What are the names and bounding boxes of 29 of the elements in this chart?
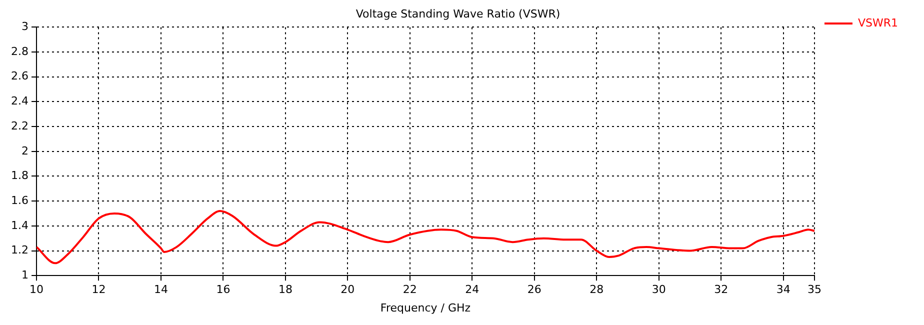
y-tick-label: 1.4 xyxy=(10,218,28,232)
x-tick-label: 30 xyxy=(652,283,666,296)
chart-title: Voltage Standing Wave Ratio (VSWR) xyxy=(356,7,560,20)
x-tick-label: 18 xyxy=(278,283,292,296)
y-tick-label: 1.2 xyxy=(10,244,28,257)
y-tick-label: 2.8 xyxy=(10,44,28,58)
y-tick-label: 3 xyxy=(21,20,28,34)
y-tick-label: 2.4 xyxy=(10,94,28,108)
y-tick-label: 1 xyxy=(21,268,28,282)
y-tick-label: 2.2 xyxy=(10,119,28,132)
x-tick-label: 24 xyxy=(465,283,480,296)
x-tick-label: 16 xyxy=(216,283,230,296)
y-tick-label: 1.6 xyxy=(10,194,28,207)
line-series xyxy=(36,210,814,264)
legend-label: VSWR1 xyxy=(858,16,898,30)
x-axis-title: Frequency / GHz xyxy=(380,301,471,314)
x-tick-label: 22 xyxy=(402,283,417,296)
x-tick-label: 20 xyxy=(340,283,355,296)
x-tick-label: 14 xyxy=(154,283,168,296)
x-tick-label: 32 xyxy=(714,283,728,296)
x-tick-label: 10 xyxy=(29,283,44,296)
x-tick-label: 26 xyxy=(527,283,542,296)
x-tick-label: 35 xyxy=(807,283,822,296)
y-tick-label: 2.6 xyxy=(10,70,28,83)
y-tick-label: 2 xyxy=(21,144,28,158)
y-tick-label: 1.8 xyxy=(10,169,28,182)
x-tick-label: 34 xyxy=(776,283,790,296)
x-tick-label: 28 xyxy=(590,283,604,296)
x-tick-label: 12 xyxy=(92,283,106,296)
